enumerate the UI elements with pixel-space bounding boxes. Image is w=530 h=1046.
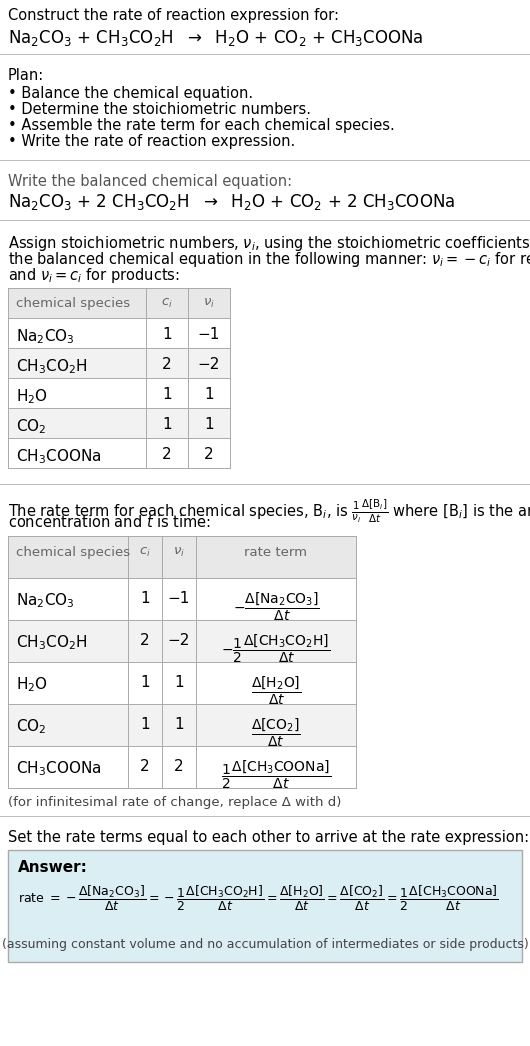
Text: 2: 2 bbox=[162, 357, 172, 372]
Text: 1: 1 bbox=[140, 675, 150, 690]
Text: • Balance the chemical equation.: • Balance the chemical equation. bbox=[8, 86, 253, 101]
Text: chemical species: chemical species bbox=[16, 297, 130, 310]
Bar bbox=[8, 318, 230, 348]
Text: rate term: rate term bbox=[244, 546, 307, 559]
Text: −2: −2 bbox=[198, 357, 220, 372]
Text: (for infinitesimal rate of change, replace Δ with d): (for infinitesimal rate of change, repla… bbox=[8, 796, 341, 809]
Text: $c_i$: $c_i$ bbox=[139, 546, 151, 560]
Text: and $\nu_i = c_i$ for products:: and $\nu_i = c_i$ for products: bbox=[8, 266, 180, 285]
Text: 1: 1 bbox=[162, 327, 172, 342]
Text: 1: 1 bbox=[140, 591, 150, 606]
Text: Na$_2$CO$_3$ + CH$_3$CO$_2$H  $\rightarrow$  H$_2$O + CO$_2$ + CH$_3$COONa: Na$_2$CO$_3$ + CH$_3$CO$_2$H $\rightarro… bbox=[8, 28, 423, 48]
Text: −1: −1 bbox=[168, 591, 190, 606]
Text: Construct the rate of reaction expression for:: Construct the rate of reaction expressio… bbox=[8, 8, 339, 23]
Bar bbox=[8, 662, 356, 704]
Text: $\dfrac{1}{2}\dfrac{\Delta[\mathrm{CH_3COONa}]}{\Delta t}$: $\dfrac{1}{2}\dfrac{\Delta[\mathrm{CH_3C… bbox=[221, 759, 331, 792]
Text: rate $= -\dfrac{\Delta[\mathrm{Na_2CO_3}]}{\Delta t} = -\dfrac{1}{2}\dfrac{\Delt: rate $= -\dfrac{\Delta[\mathrm{Na_2CO_3}… bbox=[18, 884, 499, 913]
Text: Na$_2$CO$_3$: Na$_2$CO$_3$ bbox=[16, 591, 75, 610]
Text: 2: 2 bbox=[140, 633, 150, 649]
Text: Plan:: Plan: bbox=[8, 68, 44, 83]
Bar bbox=[8, 348, 230, 378]
Text: • Write the rate of reaction expression.: • Write the rate of reaction expression. bbox=[8, 134, 295, 149]
Text: 2: 2 bbox=[162, 447, 172, 462]
Bar bbox=[8, 408, 230, 438]
Text: CH$_3$CO$_2$H: CH$_3$CO$_2$H bbox=[16, 357, 87, 376]
Text: CO$_2$: CO$_2$ bbox=[16, 717, 47, 735]
Text: • Determine the stoichiometric numbers.: • Determine the stoichiometric numbers. bbox=[8, 103, 311, 117]
Text: Set the rate terms equal to each other to arrive at the rate expression:: Set the rate terms equal to each other t… bbox=[8, 829, 529, 845]
Text: Answer:: Answer: bbox=[18, 860, 88, 876]
Bar bbox=[8, 378, 230, 408]
Text: CH$_3$COONa: CH$_3$COONa bbox=[16, 447, 102, 465]
Text: H$_2$O: H$_2$O bbox=[16, 387, 48, 406]
Text: H$_2$O: H$_2$O bbox=[16, 675, 48, 693]
Text: CH$_3$CO$_2$H: CH$_3$CO$_2$H bbox=[16, 633, 87, 652]
Text: • Assemble the rate term for each chemical species.: • Assemble the rate term for each chemic… bbox=[8, 118, 395, 133]
Bar bbox=[8, 746, 356, 788]
Text: the balanced chemical equation in the following manner: $\nu_i = -c_i$ for react: the balanced chemical equation in the fo… bbox=[8, 250, 530, 269]
Bar bbox=[8, 536, 356, 578]
Text: 1: 1 bbox=[174, 717, 184, 732]
Text: CO$_2$: CO$_2$ bbox=[16, 417, 47, 436]
Bar bbox=[8, 620, 356, 662]
Text: 1: 1 bbox=[140, 717, 150, 732]
Bar bbox=[8, 288, 230, 318]
Text: $\nu_i$: $\nu_i$ bbox=[203, 297, 215, 310]
Text: −1: −1 bbox=[198, 327, 220, 342]
Text: $c_i$: $c_i$ bbox=[161, 297, 173, 310]
Text: CH$_3$COONa: CH$_3$COONa bbox=[16, 759, 102, 777]
Text: Na$_2$CO$_3$ + 2 CH$_3$CO$_2$H  $\rightarrow$  H$_2$O + CO$_2$ + 2 CH$_3$COONa: Na$_2$CO$_3$ + 2 CH$_3$CO$_2$H $\rightar… bbox=[8, 192, 455, 212]
Text: 2: 2 bbox=[174, 759, 184, 774]
Text: $\dfrac{\Delta[\mathrm{CO_2}]}{\Delta t}$: $\dfrac{\Delta[\mathrm{CO_2}]}{\Delta t}… bbox=[251, 717, 301, 749]
Text: $\nu_i$: $\nu_i$ bbox=[173, 546, 185, 560]
Text: $-\dfrac{1}{2}\dfrac{\Delta[\mathrm{CH_3CO_2H}]}{\Delta t}$: $-\dfrac{1}{2}\dfrac{\Delta[\mathrm{CH_3… bbox=[222, 633, 331, 665]
Text: $\dfrac{\Delta[\mathrm{H_2O}]}{\Delta t}$: $\dfrac{\Delta[\mathrm{H_2O}]}{\Delta t}… bbox=[251, 675, 301, 707]
Bar bbox=[8, 704, 356, 746]
Text: 2: 2 bbox=[140, 759, 150, 774]
Text: Write the balanced chemical equation:: Write the balanced chemical equation: bbox=[8, 174, 292, 189]
Text: (assuming constant volume and no accumulation of intermediates or side products): (assuming constant volume and no accumul… bbox=[2, 938, 528, 951]
Text: 1: 1 bbox=[204, 417, 214, 432]
Text: Assign stoichiometric numbers, $\nu_i$, using the stoichiometric coefficients, $: Assign stoichiometric numbers, $\nu_i$, … bbox=[8, 234, 530, 253]
Bar bbox=[8, 438, 230, 468]
Bar bbox=[8, 850, 522, 962]
Text: 1: 1 bbox=[174, 675, 184, 690]
Bar bbox=[8, 578, 356, 620]
Text: 1: 1 bbox=[204, 387, 214, 402]
Text: chemical species: chemical species bbox=[16, 546, 130, 559]
Text: 2: 2 bbox=[204, 447, 214, 462]
Text: −2: −2 bbox=[168, 633, 190, 649]
Text: Na$_2$CO$_3$: Na$_2$CO$_3$ bbox=[16, 327, 75, 345]
Text: The rate term for each chemical species, B$_i$, is $\frac{1}{\nu_i}\frac{\Delta[: The rate term for each chemical species,… bbox=[8, 498, 530, 525]
Text: $-\dfrac{\Delta[\mathrm{Na_2CO_3}]}{\Delta t}$: $-\dfrac{\Delta[\mathrm{Na_2CO_3}]}{\Del… bbox=[233, 591, 320, 623]
Text: concentration and $t$ is time:: concentration and $t$ is time: bbox=[8, 514, 211, 530]
Text: 1: 1 bbox=[162, 387, 172, 402]
Text: 1: 1 bbox=[162, 417, 172, 432]
